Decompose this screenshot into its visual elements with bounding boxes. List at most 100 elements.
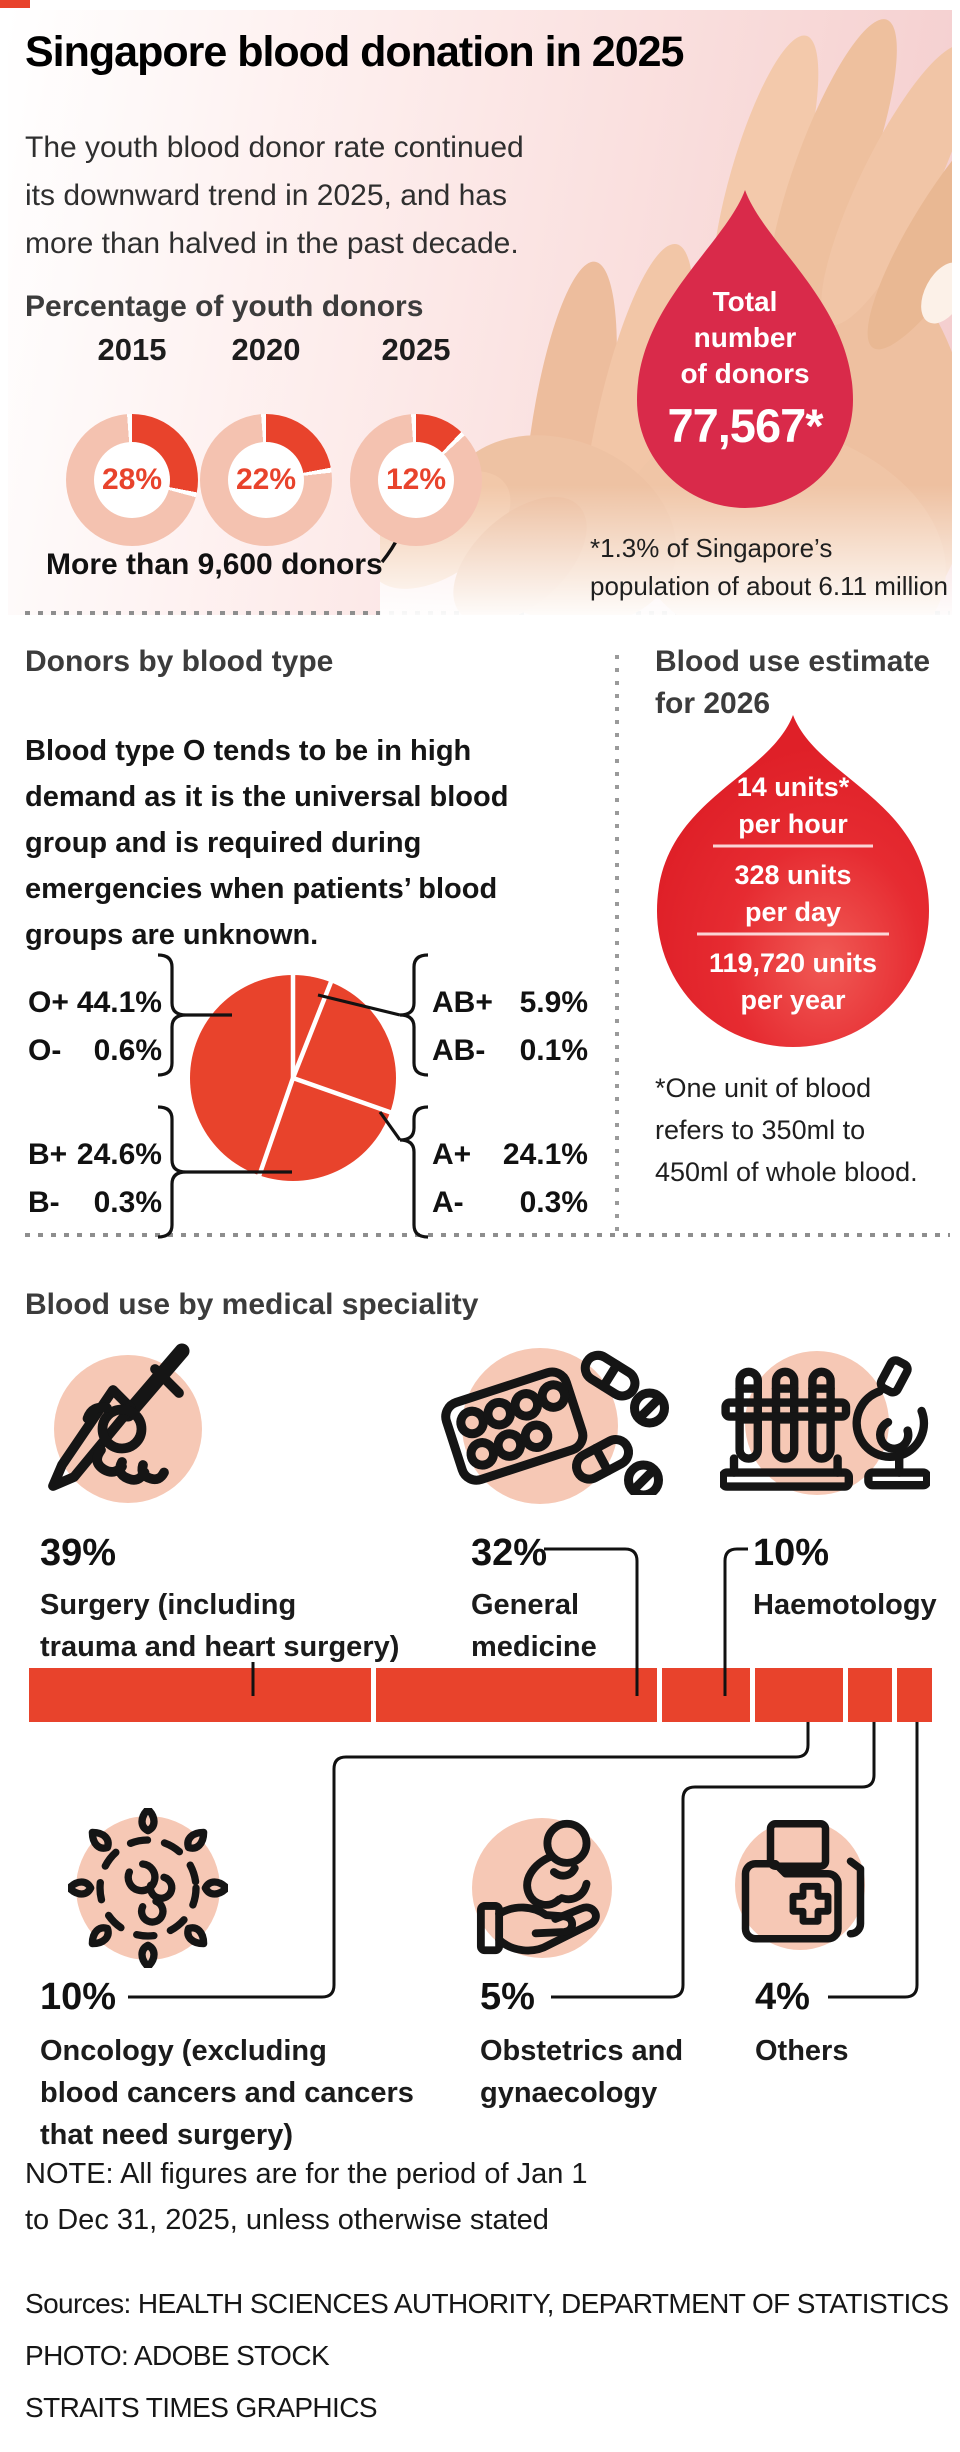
spec-label: trauma and heart surgery) — [40, 1631, 400, 1663]
obstetrics-baby-icon — [476, 1819, 600, 1955]
estimate-heading: for 2026 — [655, 687, 771, 720]
estimate-stat: 119,720 units — [708, 948, 878, 978]
type-label: B- — [28, 1186, 60, 1219]
spec-label: medicine — [471, 1631, 597, 1663]
bar-segment — [29, 1668, 372, 1722]
type-label: B+ — [28, 1138, 68, 1171]
hero-drop-label: number — [693, 322, 797, 353]
type-label: O+ — [28, 986, 69, 1019]
intro-line: The youth blood donor rate continued — [25, 131, 524, 164]
footer-graphics-credit: STRAITS TIMES GRAPHICS — [25, 2392, 378, 2423]
footer-photo-credit: PHOTO: ADOBE STOCK — [25, 2340, 330, 2371]
type-value: 24.1% — [502, 1138, 588, 1171]
blood-type-row: B- 0.3% — [28, 1186, 162, 1220]
type-value: 0.1% — [519, 1034, 588, 1067]
donut-value: 28% — [101, 463, 163, 496]
page-title: Singapore blood donation in 2025 — [25, 28, 684, 76]
spec-label: Obstetrics and — [480, 2035, 684, 2067]
type-label: AB- — [432, 1034, 486, 1067]
blood-type-row: O- 0.6% — [28, 1034, 162, 1068]
intro-line: its downward trend in 2025, and has — [25, 179, 507, 212]
spec-label: blood cancers and cancers — [40, 2077, 414, 2109]
total-donors-value: 77,567* — [667, 399, 823, 452]
spec-pct: 10% — [753, 1532, 830, 1574]
youth-donors-heading: Percentage of youth donors — [25, 290, 424, 323]
blood-type-desc: group and is required during — [25, 827, 422, 859]
donut-value: 22% — [235, 463, 297, 496]
donut-chart-2020: 22% — [200, 414, 332, 546]
bar-segment — [847, 1668, 892, 1722]
bar-segment — [662, 1668, 751, 1722]
year-label: 2025 — [381, 332, 451, 367]
spec-pct: 10% — [40, 1976, 117, 2018]
medicine-pills-icon — [441, 1350, 669, 1495]
type-label: A- — [432, 1186, 464, 1219]
type-label: O- — [28, 1034, 62, 1067]
blood-type-row: AB+ 5.9% — [432, 986, 588, 1020]
spec-pct: 5% — [480, 1976, 535, 2018]
hero-footnote: *1.3% of Singapore’s — [590, 533, 833, 563]
type-label: A+ — [432, 1138, 472, 1171]
spec-label: Haemotology — [753, 1589, 937, 1621]
type-value: 0.3% — [93, 1186, 162, 1219]
bar-segment — [376, 1668, 658, 1722]
spec-pct: 4% — [755, 1976, 810, 2018]
type-value: 44.1% — [76, 986, 162, 1019]
type-value: 5.9% — [519, 986, 588, 1019]
blood-type-heading: Donors by blood type — [25, 645, 334, 678]
blood-type-row: O+ 44.1% — [28, 986, 162, 1020]
hero-footnote: population of about 6.11 million — [590, 571, 948, 601]
spec-label: General — [471, 1589, 579, 1621]
estimate-footnote: *One unit of blood — [655, 1073, 872, 1103]
hero-drop-label: Total — [712, 286, 778, 317]
dashed-divider-vertical — [615, 655, 619, 1233]
blood-type-row: B+ 24.6% — [28, 1138, 162, 1172]
blood-type-desc: demand as it is the universal blood — [25, 781, 509, 813]
estimate-heading: Blood use estimate — [655, 645, 931, 678]
blood-type-desc: Blood type O tends to be in high — [25, 735, 472, 767]
estimate-stat: 14 units* — [736, 772, 850, 802]
spec-label: Others — [755, 2035, 849, 2067]
spec-label: Surgery (including — [40, 1589, 297, 1621]
donut-value: 12% — [385, 463, 447, 496]
blood-type-row: A- 0.3% — [432, 1186, 588, 1220]
estimate-stat: per hour — [738, 809, 848, 839]
speciality-bar-chart — [29, 1668, 932, 1722]
blood-type-desc: groups are unknown. — [25, 919, 319, 951]
spec-label: Oncology (excluding — [40, 2035, 327, 2067]
corner-accent — [0, 0, 30, 8]
year-label: 2015 — [97, 332, 167, 367]
blood-type-row: A+ 24.1% — [432, 1138, 588, 1172]
surgery-scalpel-icon — [48, 1343, 190, 1491]
others-folder-icon — [741, 1820, 865, 1943]
type-value: 24.6% — [76, 1138, 162, 1171]
type-value: 0.3% — [519, 1186, 588, 1219]
hero-drop-label: of donors — [680, 358, 810, 389]
type-value: 0.6% — [93, 1034, 162, 1067]
type-label: AB+ — [432, 986, 493, 1019]
donut-chart-2025: 12% — [350, 414, 482, 546]
spec-label: gynaecology — [480, 2077, 658, 2109]
estimate-footnote: refers to 350ml to — [655, 1115, 866, 1145]
pie-label-braces — [157, 953, 429, 1239]
estimate-stat: per year — [740, 985, 846, 1015]
haematology-testtubes-icon — [720, 1356, 930, 1491]
spec-pct: 39% — [40, 1532, 117, 1574]
blood-type-row: AB- 0.1% — [432, 1034, 588, 1068]
donut-chart-2015: 28% — [66, 414, 198, 546]
estimate-stat: per day — [744, 897, 842, 927]
footer-sources: Sources: HEALTH SCIENCES AUTHORITY, DEPA… — [25, 2288, 949, 2319]
oncology-cell-icon — [68, 1808, 228, 1968]
bar-segment — [755, 1668, 843, 1722]
estimate-stat: 328 units — [734, 860, 852, 890]
estimate-footnote: 450ml of whole blood. — [655, 1157, 918, 1187]
footer-note: NOTE: All figures are for the period of … — [25, 2158, 588, 2190]
year-label: 2020 — [231, 332, 301, 367]
bar-segment — [896, 1668, 932, 1722]
donors-annotation: More than 9,600 donors — [46, 548, 383, 581]
blood-type-pie-chart — [190, 972, 396, 1181]
blood-type-desc: emergencies when patients’ blood — [25, 873, 498, 905]
intro-line: more than halved in the past decade. — [25, 227, 519, 260]
footer-note: to Dec 31, 2025, unless otherwise stated — [25, 2204, 549, 2236]
